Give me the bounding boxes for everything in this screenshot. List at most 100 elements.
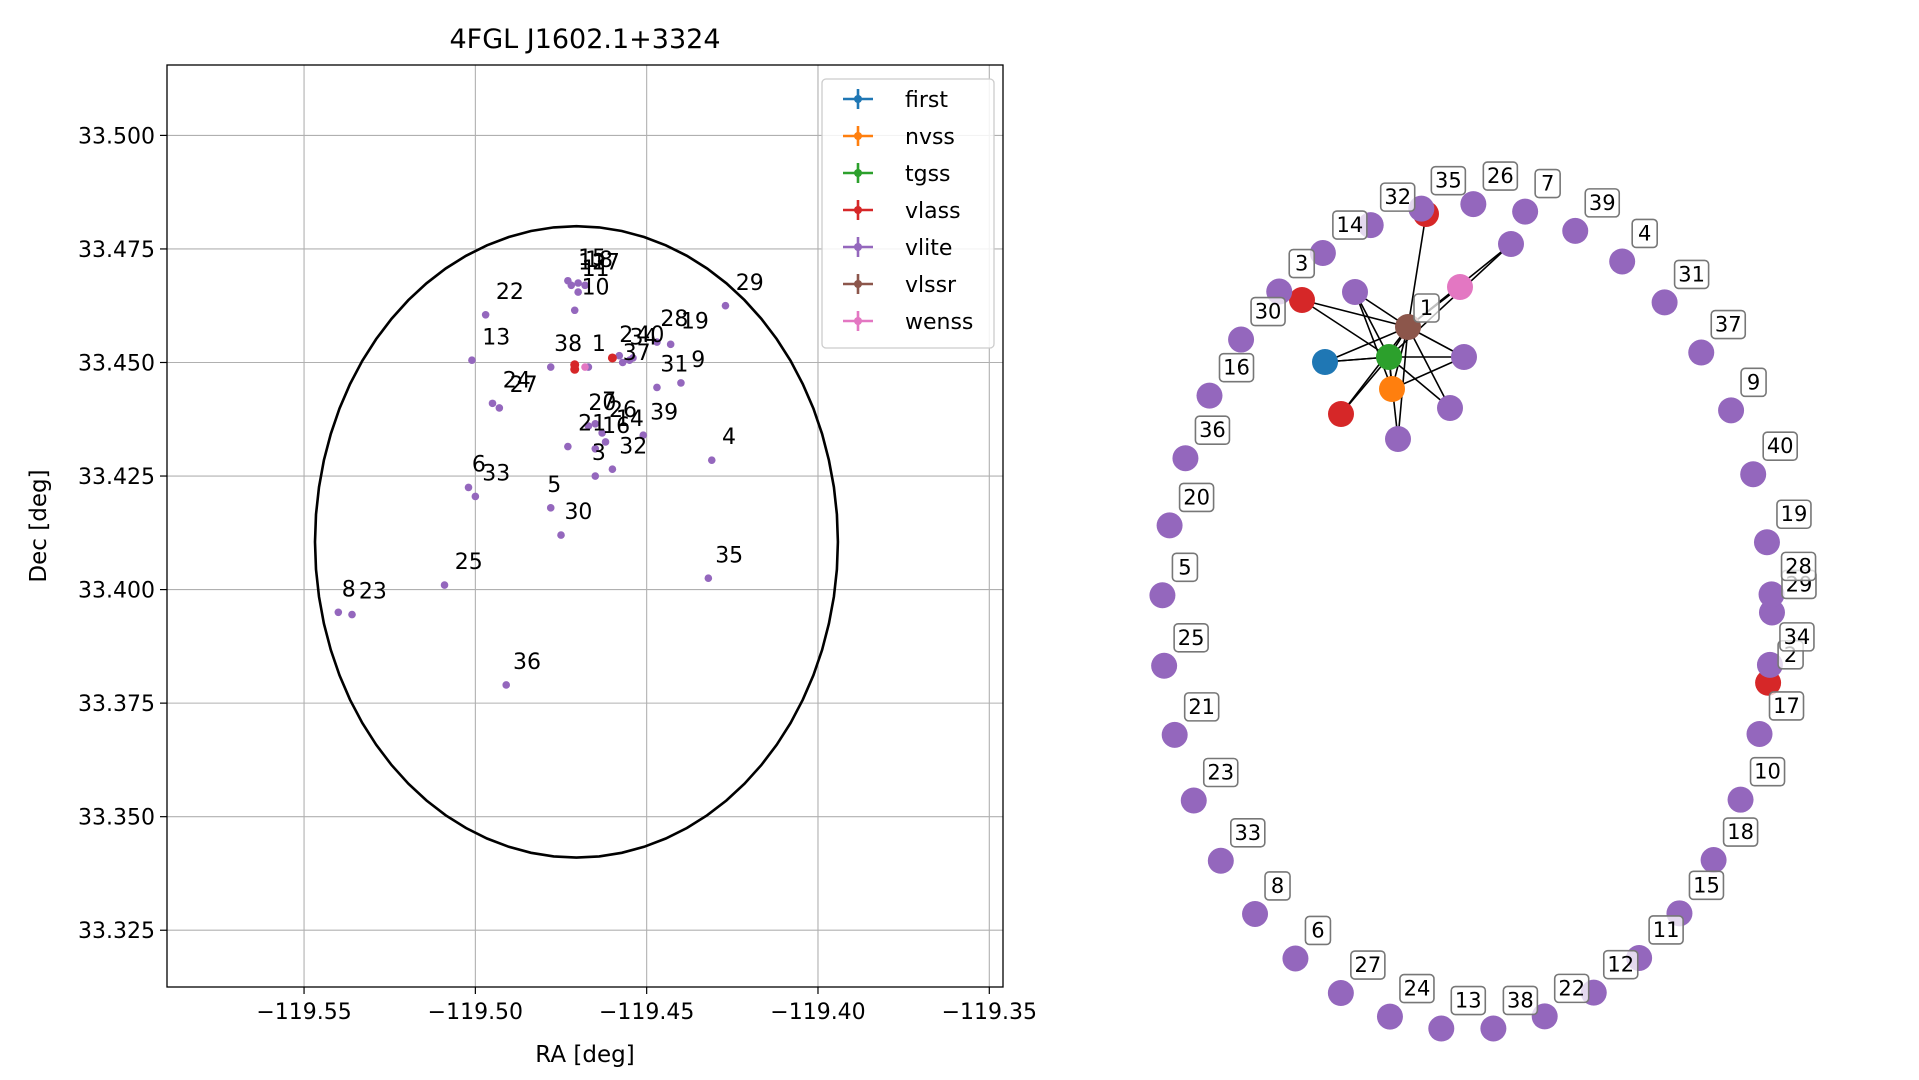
node-label: 32 [1379, 182, 1416, 212]
grid [167, 65, 1003, 987]
point-label: 1 [592, 332, 606, 357]
x-tick-label: −119.40 [770, 1000, 865, 1025]
vlite-point [618, 358, 627, 367]
ring-node [1756, 651, 1783, 678]
node-label-box [1740, 367, 1767, 398]
network-edge [1301, 299, 1409, 328]
ring-node [1428, 1015, 1455, 1042]
cluster-node-first [1312, 349, 1338, 375]
vlite-point [502, 681, 510, 689]
node-label-box [1779, 622, 1815, 652]
node-label-text: 10 [1754, 760, 1781, 784]
node-label: 25 [1173, 622, 1209, 653]
vlite-point [591, 472, 600, 480]
point-label: 31 [660, 353, 688, 378]
vlite-point [666, 340, 675, 349]
point-label: 22 [496, 280, 524, 305]
ring-node [1151, 652, 1178, 679]
legend-marker [854, 280, 862, 288]
ring-node [1753, 529, 1780, 556]
scatter-panel: 1 234567891011121314151617181920212223242… [26, 24, 1037, 1068]
ring-node [1727, 786, 1754, 813]
node-label: 9 [1740, 367, 1767, 398]
node-label: 28 [1780, 551, 1817, 582]
vlite-points [334, 276, 730, 689]
y-tick-label: 33.500 [78, 124, 155, 149]
node-label-box [1202, 757, 1239, 788]
point-label: 35 [715, 543, 743, 568]
legend-marker [854, 206, 862, 214]
node-label-box [1482, 161, 1519, 191]
node-label-text: 32 [1384, 185, 1411, 209]
ring-node [1700, 847, 1727, 874]
node-label-box [1250, 296, 1286, 327]
legend-entry-vlssr: vlssr [843, 273, 957, 298]
node-label-box [1673, 259, 1710, 290]
point-label: 5 [547, 473, 561, 498]
node-label-text: 26 [1487, 164, 1514, 188]
point-label: 26 [609, 398, 637, 423]
ring-node [1740, 461, 1767, 488]
vlite-point [629, 354, 637, 362]
point-label: 39 [650, 400, 678, 425]
y-tick-label: 33.450 [78, 351, 155, 376]
network-edge [1388, 243, 1512, 358]
node-label-text: 1 [1420, 296, 1433, 320]
node-label-text: 36 [1199, 418, 1226, 442]
point-label: 40 [636, 323, 664, 348]
node-label-box [1780, 551, 1817, 582]
cluster-node-vlass [1289, 287, 1315, 313]
node-label-text: 38 [1507, 988, 1534, 1012]
cluster-node-tgss [1376, 344, 1402, 370]
node-label-box [1762, 431, 1798, 462]
network-edge [1388, 356, 1451, 409]
node-label-box [1584, 188, 1621, 218]
vlite-point [653, 338, 661, 346]
network-edge [1301, 299, 1390, 358]
vlite-point [440, 581, 449, 589]
network-edge [1407, 213, 1427, 328]
node-label: 21 [1183, 692, 1220, 722]
node-label-text: 6 [1311, 918, 1324, 942]
ring-node [1196, 382, 1223, 409]
vlite-point [564, 442, 572, 451]
ring-node [1688, 339, 1715, 366]
node-label-text: 30 [1255, 300, 1282, 324]
node-label: 33 [1230, 817, 1266, 848]
node-label-text: 18 [1727, 820, 1754, 844]
point-label: 28 [660, 307, 688, 332]
vlass-point [607, 353, 617, 363]
y-tick-label: 33.425 [78, 465, 155, 490]
point-label: 34 [630, 325, 658, 350]
vlite-point [615, 351, 624, 360]
point-label: 32 [619, 434, 647, 459]
ring-node [1161, 721, 1188, 748]
point-label: 23 [359, 580, 387, 605]
node-label: 16 [1218, 352, 1255, 383]
node-label: 23 [1202, 757, 1239, 788]
node-label: 20 [1178, 482, 1215, 513]
legend-label: tgss [905, 162, 951, 187]
node-label: 18 [1722, 817, 1759, 847]
node-label-box [1776, 499, 1812, 530]
node-label-text: 15 [1693, 873, 1720, 897]
vlass-point [570, 360, 580, 370]
vlite-point [598, 429, 606, 437]
point-label: 16 [602, 414, 630, 439]
node-label-box [1183, 692, 1220, 722]
legend-label: first [905, 88, 948, 113]
node-label-text: 12 [1607, 953, 1634, 977]
point-label: 37 [623, 341, 651, 366]
ring-node [1562, 217, 1589, 244]
cluster-node-nvss [1379, 376, 1405, 402]
legend-marker [854, 243, 862, 251]
ring-node [1149, 582, 1176, 609]
node-label: 11 [1648, 915, 1684, 945]
node-label: 3 [1288, 248, 1316, 279]
node-label: 15 [1688, 870, 1725, 901]
node-label-text: 27 [1354, 953, 1381, 977]
cluster-node-vlite [1342, 279, 1368, 305]
legend-label: vlass [905, 199, 961, 224]
node-label-text: 16 [1223, 356, 1250, 380]
node-label: 12 [1602, 949, 1639, 980]
